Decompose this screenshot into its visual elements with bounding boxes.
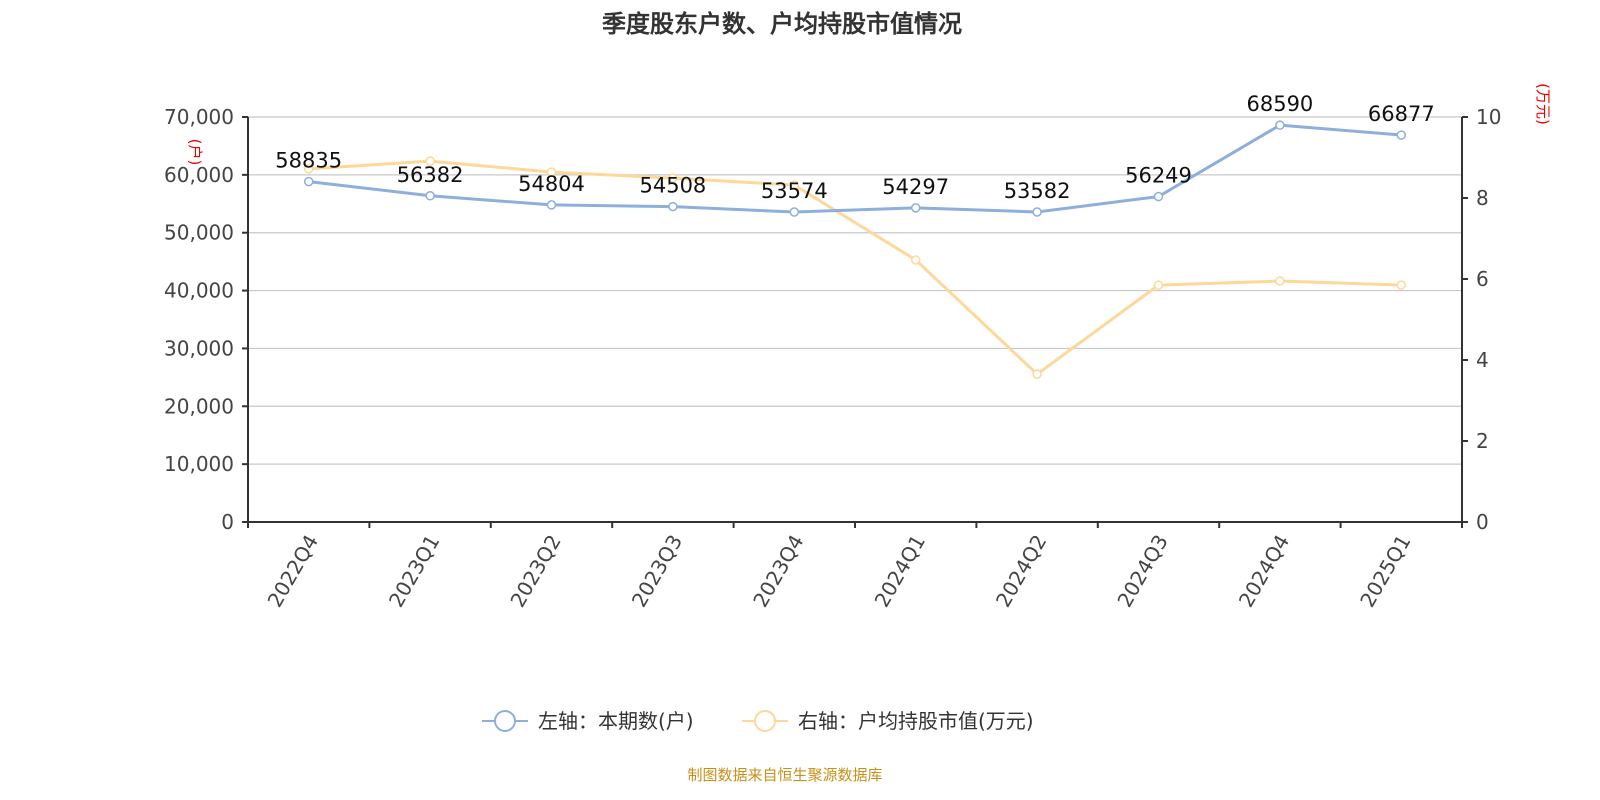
data-label: 58835 bbox=[275, 149, 342, 173]
data-point-right[interactable] bbox=[425, 156, 435, 166]
data-label: 56249 bbox=[1125, 164, 1192, 188]
source-note: 制图数据来自恒生聚源数据库 bbox=[687, 766, 882, 784]
x-tick-label: 2025Q1 bbox=[1355, 531, 1415, 612]
x-tick-label: 2023Q4 bbox=[748, 531, 808, 612]
left-tick-label: 40,000 bbox=[164, 279, 234, 303]
data-point-right[interactable] bbox=[546, 167, 557, 177]
left-tick-label: 70,000 bbox=[164, 105, 234, 129]
data-label: 54508 bbox=[639, 174, 706, 198]
legend-right-series[interactable]: 右轴：户均持股市值(万元) bbox=[798, 709, 1034, 733]
left-tick-label: 60,000 bbox=[164, 163, 234, 187]
right-tick-label: 2 bbox=[1476, 429, 1489, 453]
data-point-left[interactable] bbox=[1396, 130, 1407, 140]
data-label: 56382 bbox=[397, 163, 464, 187]
data-point-right[interactable] bbox=[1396, 280, 1407, 290]
x-tick-label: 2024Q1 bbox=[870, 531, 930, 612]
legend-marker-blue bbox=[494, 710, 516, 732]
series-line-left bbox=[308, 123, 1402, 214]
data-point-right[interactable] bbox=[789, 180, 800, 190]
x-tick-label: 2024Q4 bbox=[1234, 531, 1294, 612]
series-line-right bbox=[308, 159, 1402, 377]
right-axis-name: (万元) bbox=[1534, 83, 1552, 125]
data-point-left[interactable] bbox=[789, 207, 800, 217]
right-tick-label: 8 bbox=[1476, 186, 1489, 210]
data-point-right[interactable] bbox=[910, 255, 921, 265]
legend-left-series[interactable]: 左轴：本期数(户) bbox=[538, 709, 694, 733]
left-tick-label: 20,000 bbox=[164, 394, 234, 418]
x-tick-label: 2023Q1 bbox=[384, 531, 444, 612]
data-point-left[interactable] bbox=[668, 201, 678, 212]
x-tick-label: 2024Q3 bbox=[1112, 531, 1172, 612]
x-tick-label: 2023Q2 bbox=[505, 531, 565, 612]
data-point-left[interactable] bbox=[303, 176, 314, 187]
left-tick-label: 10,000 bbox=[164, 452, 234, 476]
data-point-right[interactable] bbox=[1275, 276, 1285, 286]
data-point-left[interactable] bbox=[425, 191, 435, 201]
x-tick-label: 2023Q3 bbox=[627, 531, 687, 612]
x-tick-label: 2022Q4 bbox=[263, 531, 323, 612]
data-point-right[interactable] bbox=[1032, 369, 1042, 379]
right-tick-label: 6 bbox=[1476, 267, 1489, 291]
right-tick-label: 10 bbox=[1476, 105, 1501, 129]
data-label: 53582 bbox=[1004, 179, 1071, 203]
data-point-right[interactable] bbox=[1153, 280, 1164, 290]
left-tick-label: 50,000 bbox=[164, 221, 234, 245]
data-point-left[interactable] bbox=[1032, 207, 1042, 217]
left-axis-name: (户) bbox=[186, 139, 204, 166]
chart-title: 季度股东户数、户均持股市值情况 bbox=[602, 10, 962, 38]
data-point-right[interactable] bbox=[668, 173, 678, 183]
right-tick-label: 0 bbox=[1476, 510, 1489, 534]
data-label: 68590 bbox=[1246, 92, 1313, 116]
data-point-left[interactable] bbox=[1153, 191, 1164, 202]
right-tick-label: 4 bbox=[1476, 348, 1489, 372]
data-point-left[interactable] bbox=[910, 203, 921, 213]
legend-marker-yellow bbox=[754, 710, 776, 732]
data-label: 53574 bbox=[761, 179, 828, 203]
x-tick-label: 2024Q2 bbox=[991, 531, 1051, 612]
data-point-left[interactable] bbox=[546, 200, 557, 210]
data-label: 54804 bbox=[518, 172, 585, 196]
data-point-right[interactable] bbox=[303, 164, 314, 174]
data-label: 66877 bbox=[1368, 102, 1435, 126]
data-point-left[interactable] bbox=[1275, 120, 1285, 130]
left-tick-label: 30,000 bbox=[164, 336, 234, 360]
left-tick-label: 0 bbox=[221, 510, 234, 534]
data-label: 54297 bbox=[882, 175, 949, 199]
legend[interactable]: 左轴：本期数(户) 右轴：户均持股市值(万元) bbox=[482, 709, 1034, 733]
